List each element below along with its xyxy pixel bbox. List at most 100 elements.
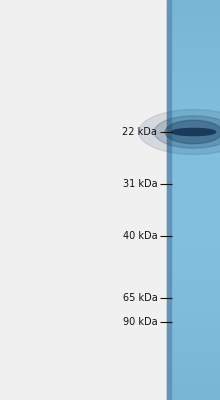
Bar [167, 57, 220, 59]
Bar [167, 349, 220, 351]
Bar [167, 323, 220, 324]
Bar [167, 52, 220, 53]
Bar [167, 92, 220, 93]
Bar [167, 343, 220, 344]
Bar [167, 235, 220, 236]
Bar [167, 221, 220, 223]
Bar [167, 249, 220, 251]
Bar [167, 55, 220, 56]
Bar [167, 115, 220, 116]
Bar [167, 155, 220, 156]
Bar [167, 344, 220, 345]
Bar [167, 104, 220, 105]
Bar [167, 296, 220, 297]
Bar [167, 369, 220, 371]
Bar [167, 180, 220, 181]
Bar [167, 228, 220, 229]
Bar [167, 88, 220, 89]
Bar [167, 196, 220, 197]
Bar [167, 87, 220, 88]
Bar [167, 244, 220, 245]
Bar [167, 9, 220, 11]
Bar [167, 212, 220, 213]
Bar [167, 124, 220, 125]
Bar [167, 215, 220, 216]
Bar [167, 72, 220, 73]
Bar [167, 153, 220, 155]
Bar [167, 23, 220, 24]
Bar [167, 295, 220, 296]
Bar [167, 320, 220, 321]
Bar [167, 213, 220, 215]
Ellipse shape [154, 116, 220, 148]
Bar [167, 217, 220, 219]
Bar [167, 164, 220, 165]
Bar [167, 25, 220, 27]
Bar [167, 93, 220, 95]
Bar [167, 256, 220, 257]
Bar [167, 301, 220, 303]
Bar [167, 261, 220, 263]
Bar [167, 63, 220, 64]
Bar [167, 169, 220, 171]
Bar [167, 373, 220, 375]
Bar [167, 100, 220, 101]
Bar [167, 207, 220, 208]
Bar [167, 303, 220, 304]
Bar [167, 200, 220, 201]
Bar [167, 197, 220, 199]
Bar [167, 241, 220, 243]
Bar [167, 255, 220, 256]
Bar [167, 91, 220, 92]
Bar [167, 259, 220, 260]
Bar [167, 84, 220, 85]
Bar [167, 144, 220, 145]
Bar [167, 288, 220, 289]
Bar [167, 324, 220, 325]
Bar [167, 67, 220, 68]
Bar [167, 17, 220, 19]
Bar [167, 1, 220, 3]
Bar [167, 268, 220, 269]
Bar [167, 31, 220, 32]
Bar [167, 253, 220, 255]
Bar [167, 165, 220, 167]
Bar [167, 252, 220, 253]
Bar [167, 125, 220, 127]
Bar [167, 224, 220, 225]
Bar [167, 372, 220, 373]
Bar [167, 171, 220, 172]
Bar [167, 141, 220, 143]
Bar [167, 356, 220, 357]
Bar [167, 175, 220, 176]
Bar [167, 145, 220, 147]
Bar [167, 192, 220, 193]
Bar [167, 397, 220, 399]
Bar [167, 239, 220, 240]
Bar [167, 367, 220, 368]
Bar [167, 189, 220, 191]
Bar [167, 121, 220, 123]
Bar [167, 393, 220, 395]
Bar [167, 340, 220, 341]
Bar [167, 204, 220, 205]
Bar [167, 277, 220, 279]
Bar [167, 136, 220, 137]
Bar [167, 71, 220, 72]
Bar [167, 399, 220, 400]
Bar [167, 375, 220, 376]
Bar [167, 49, 220, 51]
Bar [167, 332, 220, 333]
Bar [167, 188, 220, 189]
Bar [167, 85, 220, 87]
Bar [167, 105, 220, 107]
Bar [167, 247, 220, 248]
Bar [167, 168, 220, 169]
Bar [167, 292, 220, 293]
Bar [167, 264, 220, 265]
Bar [167, 120, 220, 121]
Bar [167, 40, 220, 41]
Bar [167, 128, 220, 129]
Bar [167, 211, 220, 212]
Bar [167, 35, 220, 36]
